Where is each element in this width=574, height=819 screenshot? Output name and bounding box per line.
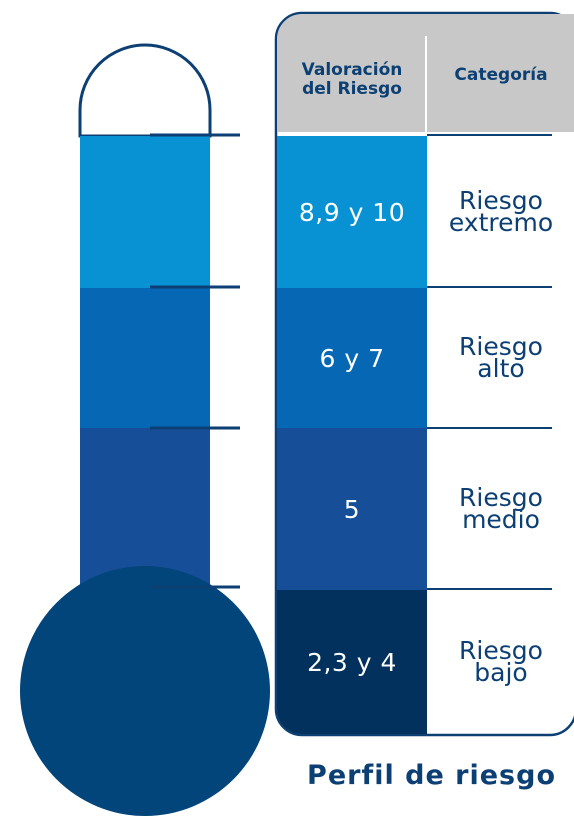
thermometer-bulb xyxy=(20,566,270,816)
cell-bg-extreme xyxy=(277,136,427,288)
thermometer-band-extreme xyxy=(80,136,210,288)
category-high: Riesgo alto xyxy=(459,332,543,383)
value-low: 2,3 y 4 xyxy=(307,647,397,677)
category-medium: Riesgo medio xyxy=(459,483,543,534)
thermometer-band-high xyxy=(80,288,210,428)
value-extreme: 8,9 y 10 xyxy=(298,197,406,227)
cell-bg-high xyxy=(277,288,427,428)
value-high: 6 y 7 xyxy=(319,343,385,373)
category-low: Riesgo bajo xyxy=(459,636,543,687)
header-valoracion: Valoración del Riesgo xyxy=(301,60,403,99)
value-medium: 5 xyxy=(343,494,361,524)
cell-bg-medium xyxy=(277,428,427,590)
thermometer-glass-top xyxy=(78,43,212,138)
header-categoria: Categoría xyxy=(454,64,548,85)
cell-bg-low xyxy=(277,590,427,734)
diagram-title: Perfil de riesgo xyxy=(307,759,556,791)
category-extreme: Riesgo extremo xyxy=(448,186,554,237)
thermometer-band-medium xyxy=(80,428,210,590)
